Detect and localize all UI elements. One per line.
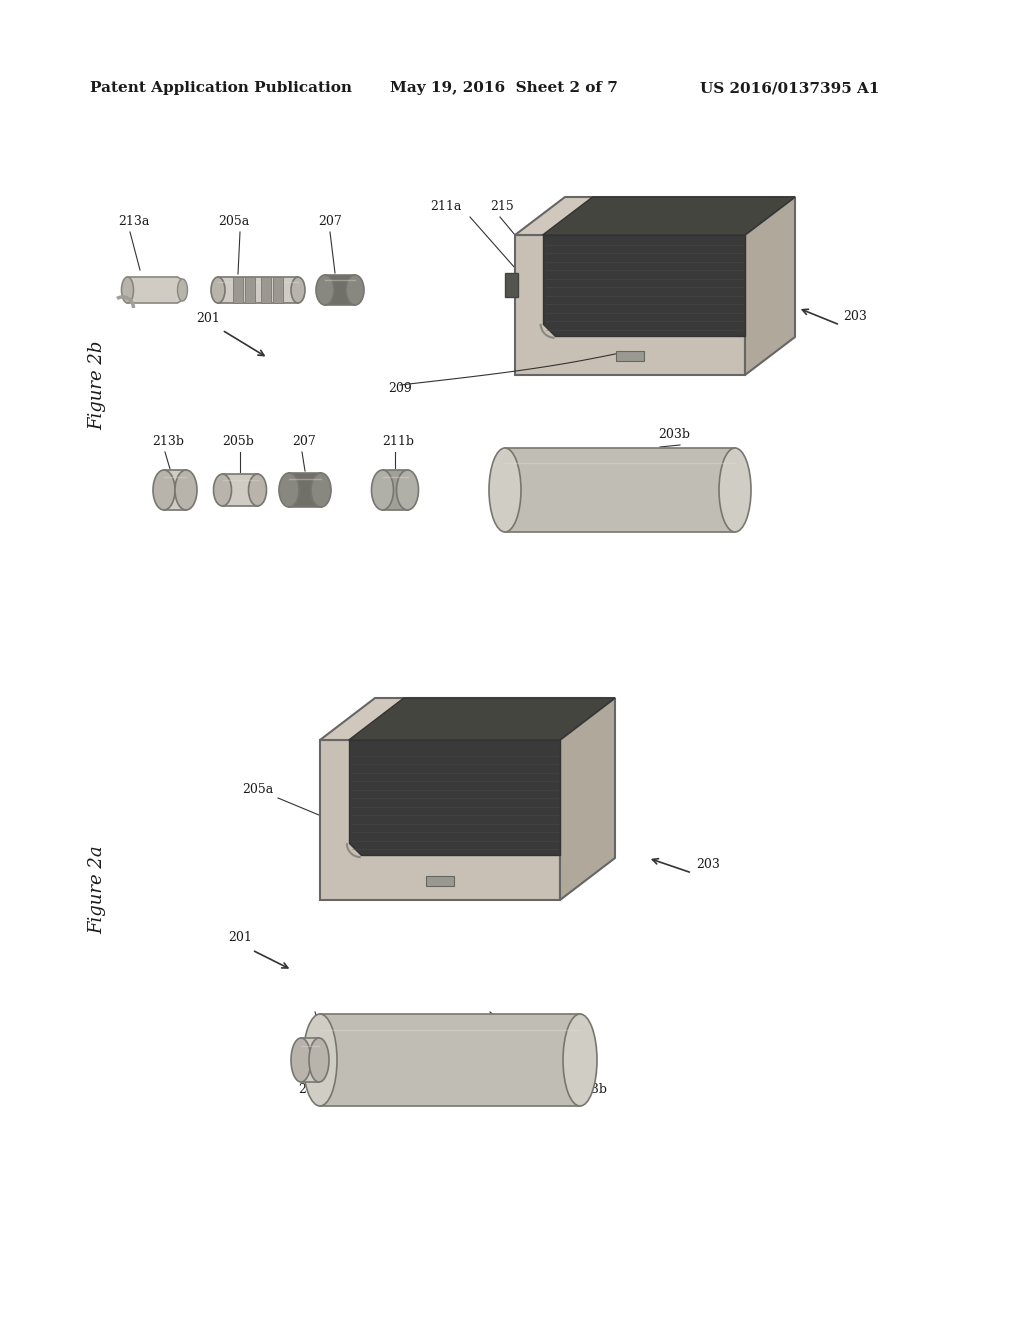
Text: 203b: 203b (658, 428, 690, 441)
Text: 207: 207 (318, 215, 342, 228)
Ellipse shape (153, 470, 175, 510)
Polygon shape (349, 698, 615, 741)
Ellipse shape (303, 1014, 337, 1106)
Polygon shape (543, 197, 795, 235)
Text: 205b: 205b (222, 436, 254, 447)
Text: 203b: 203b (575, 1082, 607, 1096)
Polygon shape (560, 698, 615, 900)
Ellipse shape (249, 474, 266, 506)
Text: 203: 203 (696, 858, 720, 871)
Polygon shape (319, 1014, 580, 1106)
Text: Figure 2b: Figure 2b (88, 341, 106, 430)
Text: May 19, 2016  Sheet 2 of 7: May 19, 2016 Sheet 2 of 7 (390, 81, 617, 95)
Text: 215: 215 (490, 201, 514, 213)
Text: 203a: 203a (535, 730, 566, 743)
Ellipse shape (311, 473, 331, 507)
Polygon shape (505, 273, 518, 297)
Ellipse shape (309, 1038, 329, 1082)
Text: 211a: 211a (430, 201, 462, 213)
Text: US 2016/0137395 A1: US 2016/0137395 A1 (700, 81, 880, 95)
Text: Figure 2a: Figure 2a (88, 846, 106, 935)
Polygon shape (261, 277, 271, 304)
Polygon shape (233, 277, 243, 304)
Polygon shape (128, 277, 182, 304)
Ellipse shape (291, 277, 305, 304)
Ellipse shape (279, 473, 299, 507)
Polygon shape (426, 876, 454, 886)
Polygon shape (349, 741, 560, 855)
Ellipse shape (211, 277, 225, 304)
Polygon shape (505, 447, 735, 532)
Polygon shape (543, 235, 745, 335)
Ellipse shape (316, 275, 334, 305)
Polygon shape (164, 470, 186, 510)
Text: 213a: 213a (118, 215, 150, 228)
Ellipse shape (177, 279, 187, 301)
Text: 211b: 211b (382, 436, 414, 447)
Polygon shape (273, 277, 283, 304)
Polygon shape (515, 197, 795, 235)
Ellipse shape (719, 447, 751, 532)
Polygon shape (289, 473, 321, 507)
Text: 207: 207 (292, 436, 315, 447)
Polygon shape (325, 275, 355, 305)
Text: 205a: 205a (218, 215, 249, 228)
Text: 203a: 203a (595, 201, 627, 213)
Polygon shape (245, 277, 255, 304)
Ellipse shape (489, 447, 521, 532)
Text: 203: 203 (843, 310, 867, 323)
Text: 201: 201 (228, 931, 252, 944)
Ellipse shape (213, 474, 231, 506)
Ellipse shape (346, 275, 364, 305)
Ellipse shape (122, 277, 133, 304)
Ellipse shape (291, 1038, 311, 1082)
Polygon shape (218, 277, 298, 304)
Text: 209: 209 (388, 381, 412, 395)
Polygon shape (319, 698, 615, 741)
Text: 205b: 205b (298, 1082, 330, 1096)
Text: 205a: 205a (242, 783, 273, 796)
Text: Patent Application Publication: Patent Application Publication (90, 81, 352, 95)
Polygon shape (301, 1038, 319, 1082)
Polygon shape (383, 470, 408, 510)
Text: 213b: 213b (152, 436, 184, 447)
Text: 201: 201 (196, 312, 220, 325)
Ellipse shape (396, 470, 419, 510)
Ellipse shape (372, 470, 393, 510)
Polygon shape (745, 197, 795, 375)
Polygon shape (222, 474, 257, 506)
Polygon shape (515, 235, 745, 375)
Ellipse shape (563, 1014, 597, 1106)
Polygon shape (319, 741, 560, 900)
Ellipse shape (175, 470, 197, 510)
Polygon shape (616, 351, 644, 360)
